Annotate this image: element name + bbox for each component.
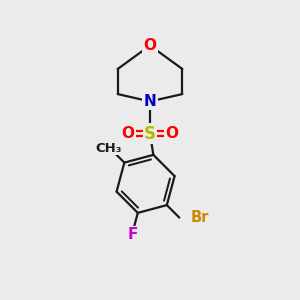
- Text: Br: Br: [190, 210, 209, 225]
- Text: O: O: [122, 126, 134, 141]
- Text: N: N: [144, 94, 156, 109]
- Text: F: F: [128, 227, 138, 242]
- Text: O: O: [143, 38, 157, 53]
- Text: S: S: [144, 125, 156, 143]
- Text: O: O: [166, 126, 178, 141]
- Text: CH₃: CH₃: [96, 142, 122, 155]
